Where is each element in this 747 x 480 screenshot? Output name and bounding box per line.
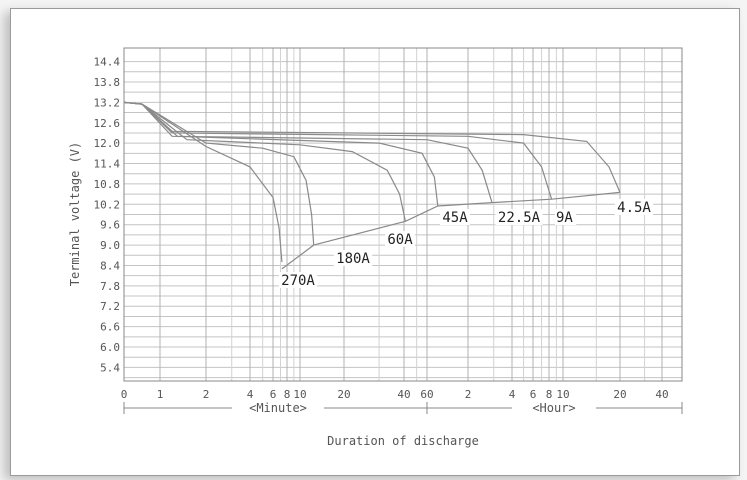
x-tick-labels: 0 1 2 4 6 8 10 20 40 60 2 4 6 8 10 20 40 bbox=[121, 388, 669, 401]
y-tick-label: 12.0 bbox=[94, 137, 121, 150]
x-tick-label: 40 bbox=[397, 388, 410, 401]
curve-label-bg bbox=[333, 250, 373, 266]
hour-range-label: <Hour> bbox=[532, 401, 575, 415]
series-line bbox=[123, 101, 406, 222]
y-tick-label: 10.8 bbox=[94, 178, 121, 191]
discharge-curves bbox=[123, 101, 621, 270]
hour-label-bg bbox=[512, 401, 596, 415]
curve-label: 180A bbox=[336, 251, 370, 267]
y-tick-label: 8.4 bbox=[100, 259, 120, 272]
curve-label-bg bbox=[555, 209, 577, 225]
y-tick-label: 12.6 bbox=[94, 117, 121, 130]
grid-lines bbox=[123, 48, 683, 381]
x-axis-title: Duration of discharge bbox=[327, 434, 479, 448]
curve-label: 45A bbox=[442, 210, 468, 226]
minute-range-label: <Minute> bbox=[249, 401, 307, 415]
curve-label-bg bbox=[614, 199, 654, 215]
y-tick-label: 7.8 bbox=[100, 280, 120, 293]
y-tick-label: 9.0 bbox=[100, 239, 120, 252]
curve-label: 9A bbox=[556, 210, 573, 226]
chart-frame bbox=[10, 8, 740, 476]
x-tick-label: 8 bbox=[546, 388, 553, 401]
curve-label: 4.5A bbox=[617, 200, 651, 216]
y-axis-title: Terminal voltage (V) bbox=[68, 142, 82, 287]
y-tick-label: 11.4 bbox=[94, 158, 121, 171]
x-range-indicators: <Minute> <Hour> bbox=[123, 401, 683, 415]
x-tick-label: 8 bbox=[284, 388, 291, 401]
y-tick-label: 9.6 bbox=[100, 219, 120, 232]
series-line bbox=[123, 101, 621, 193]
curve-label: 270A bbox=[281, 273, 315, 289]
y-tick-label: 6.6 bbox=[100, 321, 120, 334]
y-tick-label: 7.2 bbox=[100, 300, 120, 313]
y-tick-label: 6.0 bbox=[100, 341, 120, 354]
x-tick-label: 40 bbox=[655, 388, 668, 401]
x-tick-label: 4 bbox=[509, 388, 516, 401]
y-tick-label: 5.4 bbox=[100, 361, 120, 374]
series-line bbox=[123, 101, 283, 263]
curve-label-bg bbox=[278, 272, 318, 288]
x-tick-label: 2 bbox=[203, 388, 210, 401]
x-tick-label: 4 bbox=[247, 388, 254, 401]
x-tick-label: 2 bbox=[465, 388, 472, 401]
x-tick-label: 60 bbox=[420, 388, 433, 401]
curve-label: 22.5A bbox=[498, 210, 541, 226]
series-line bbox=[123, 101, 553, 200]
x-tick-label: 1 bbox=[157, 388, 164, 401]
x-tick-label: 20 bbox=[613, 388, 626, 401]
x-tick-label: 6 bbox=[270, 388, 277, 401]
x-tick-label: 20 bbox=[337, 388, 350, 401]
x-tick-label: 0 bbox=[121, 388, 128, 401]
x-tick-label: 10 bbox=[293, 388, 306, 401]
y-tick-labels: 14.4 13.8 13.2 12.6 12.0 11.4 10.8 10.2 9.6 9.0 8.… bbox=[94, 56, 121, 375]
x-tick-label: 6 bbox=[530, 388, 537, 401]
curve-label-bg bbox=[385, 231, 415, 247]
x-tick-label: 10 bbox=[556, 388, 569, 401]
curve-label-bg bbox=[495, 209, 543, 225]
y-tick-label: 13.2 bbox=[94, 96, 121, 109]
end-voltage-line bbox=[281, 191, 621, 270]
curve-labels: 270A 180A 60A 45A 22.5A 9A 4.5A bbox=[278, 199, 654, 289]
series-line bbox=[123, 101, 315, 246]
y-tick-label: 10.2 bbox=[94, 198, 121, 211]
plot-border bbox=[123, 47, 683, 382]
y-tick-label: 13.8 bbox=[94, 76, 121, 89]
curve-label-bg bbox=[440, 209, 470, 225]
y-tick-label: 14.4 bbox=[94, 56, 121, 69]
curve-label: 60A bbox=[387, 232, 413, 248]
minute-label-bg bbox=[232, 401, 324, 415]
series-line bbox=[123, 101, 493, 203]
